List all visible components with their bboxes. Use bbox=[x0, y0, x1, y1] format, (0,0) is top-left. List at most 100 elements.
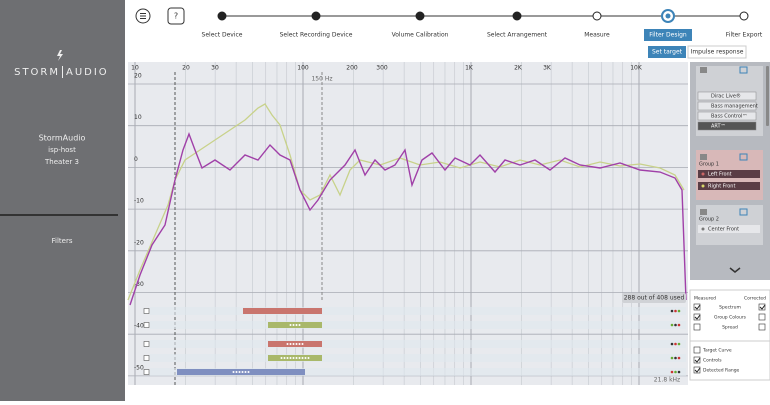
row-checkbox[interactable] bbox=[143, 355, 150, 361]
checkbox[interactable] bbox=[758, 303, 766, 311]
module-label: ART™ bbox=[711, 124, 726, 130]
channel-label: Right Front bbox=[708, 184, 735, 190]
db-label: -20 bbox=[134, 239, 144, 246]
checkbox[interactable] bbox=[758, 313, 766, 321]
scrollbar bbox=[766, 66, 769, 126]
step-label: Select Recording Device bbox=[280, 32, 353, 39]
expand-chevron[interactable] bbox=[729, 267, 741, 273]
panel-items: Dirac Live® Bass management Bass Control™ A… bbox=[696, 66, 763, 245]
checkbox[interactable] bbox=[693, 346, 701, 354]
nav-item[interactable]: Filters bbox=[52, 237, 73, 245]
host: isp-host bbox=[48, 146, 76, 154]
filter-handle bbox=[280, 357, 283, 359]
icon bbox=[700, 154, 707, 160]
step[interactable] bbox=[512, 11, 522, 21]
step-label: Filter Export bbox=[726, 32, 763, 39]
corrected-curve bbox=[127, 103, 685, 301]
checkbox[interactable] bbox=[693, 366, 701, 374]
filter-row bbox=[150, 368, 686, 376]
steps: Select Device Select Recording Device Volu… bbox=[202, 9, 763, 41]
filter-handle bbox=[289, 357, 292, 359]
filter-row bbox=[150, 307, 686, 315]
module[interactable] bbox=[697, 91, 757, 101]
checkbox[interactable] bbox=[693, 313, 701, 321]
filter-bar[interactable] bbox=[243, 308, 322, 314]
row-checkbox[interactable] bbox=[143, 308, 150, 314]
menu-icon bbox=[140, 13, 146, 19]
freq-label: 300 bbox=[376, 65, 388, 72]
menu-button[interactable] bbox=[135, 8, 151, 24]
module-label: Bass management bbox=[711, 104, 758, 110]
logo-right: AUDIO bbox=[66, 67, 109, 78]
channel-dot bbox=[677, 356, 681, 360]
step[interactable] bbox=[311, 11, 321, 21]
sidebar: STORM AUDIO StormAudio isp-host Theater … bbox=[0, 0, 125, 401]
channel-label: Center Front bbox=[708, 227, 739, 233]
filter-handle bbox=[298, 324, 301, 326]
filter-handle bbox=[292, 343, 295, 345]
logo-sep bbox=[62, 66, 63, 78]
icon bbox=[700, 67, 707, 73]
tab-active[interactable] bbox=[648, 46, 686, 58]
checkbox[interactable] bbox=[693, 356, 701, 364]
logo-left: STORM bbox=[14, 67, 60, 78]
checkbox[interactable] bbox=[693, 303, 701, 311]
filter-handle bbox=[238, 371, 241, 373]
col-header: Measured bbox=[694, 296, 716, 302]
module[interactable] bbox=[697, 111, 757, 121]
check bbox=[694, 367, 701, 373]
freq-label: 10 bbox=[131, 65, 139, 72]
group-name: Group 2 bbox=[699, 217, 719, 223]
filter-bar[interactable] bbox=[268, 355, 322, 361]
checkbox[interactable] bbox=[758, 323, 766, 331]
row-checkbox[interactable] bbox=[143, 369, 150, 375]
usage: 288 out of 408 used bbox=[624, 295, 685, 302]
step[interactable] bbox=[217, 11, 227, 21]
sidebar-bg bbox=[0, 0, 125, 401]
module[interactable] bbox=[697, 121, 757, 131]
db-label: -50 bbox=[134, 364, 144, 371]
row-checkbox[interactable] bbox=[143, 341, 150, 347]
freq-label: 10K bbox=[630, 65, 643, 72]
filter-row bbox=[150, 354, 686, 362]
help-button[interactable] bbox=[167, 7, 185, 25]
channel-dot bbox=[674, 309, 677, 313]
filter-bar[interactable] bbox=[268, 341, 322, 347]
channel-dot bbox=[674, 342, 677, 346]
db-label: 0 bbox=[134, 156, 138, 163]
channel[interactable] bbox=[698, 170, 760, 178]
channel-dot bbox=[670, 323, 674, 327]
checkbox[interactable] bbox=[693, 323, 701, 331]
step[interactable] bbox=[592, 11, 602, 21]
icon bbox=[700, 209, 707, 215]
filter-handle bbox=[241, 371, 244, 373]
module[interactable] bbox=[697, 101, 757, 111]
step[interactable] bbox=[415, 11, 425, 21]
check bbox=[759, 304, 766, 310]
filters bbox=[143, 307, 686, 376]
step[interactable] bbox=[739, 11, 749, 21]
row-label: Spectrum bbox=[719, 305, 741, 311]
tab[interactable] bbox=[687, 45, 747, 59]
tab-label: Set target bbox=[652, 49, 683, 56]
filter-bar[interactable] bbox=[268, 322, 322, 328]
channel[interactable] bbox=[698, 225, 760, 233]
filter-row bbox=[150, 321, 686, 329]
step-label: Select Device bbox=[202, 32, 243, 39]
group-name: Group 1 bbox=[699, 162, 719, 168]
col-header: Corrected bbox=[744, 296, 766, 302]
row-checkbox[interactable] bbox=[143, 322, 150, 328]
grid: 10 20 30 100 200 300 1K 2K 3K 10K20100-10-20-30-4… bbox=[128, 62, 688, 385]
filter-bar[interactable] bbox=[177, 369, 305, 375]
db-label: -40 bbox=[134, 323, 144, 330]
channel-dot bbox=[674, 356, 677, 360]
marker-label: 150 Hz bbox=[311, 76, 332, 83]
filter-handle bbox=[235, 371, 238, 373]
usage-badge bbox=[622, 293, 686, 303]
row-label: Group Colours bbox=[714, 315, 747, 321]
tab-label: Impulse response bbox=[691, 49, 744, 56]
filter-handle bbox=[283, 357, 286, 359]
freq-label: 20 bbox=[182, 65, 190, 72]
channel[interactable] bbox=[698, 182, 760, 190]
